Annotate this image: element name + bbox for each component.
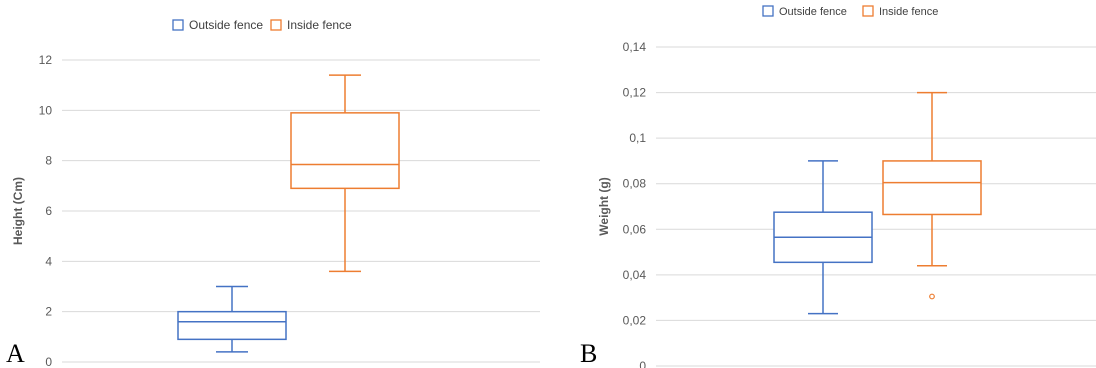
panel-label: A xyxy=(6,339,25,368)
y-tick-label: 8 xyxy=(45,154,52,168)
legend: Outside fence Inside fence xyxy=(172,18,352,32)
y-tick-label: 0 xyxy=(45,355,52,368)
y-axis-title: Height (Cm) xyxy=(11,177,25,245)
legend-label: Inside fence xyxy=(879,6,938,18)
legend-label: Outside fence xyxy=(779,6,847,18)
y-tick-label: 12 xyxy=(39,53,53,67)
box-series-0 xyxy=(773,160,873,315)
box-iqr xyxy=(290,112,400,190)
y-tick-label: 0 xyxy=(639,359,646,368)
y-tick-label: 6 xyxy=(45,204,52,218)
legend-swatch xyxy=(172,19,184,31)
y-tick-label: 2 xyxy=(45,305,52,319)
y-tick-label: 0,1 xyxy=(629,131,646,145)
y-tick-label: 0,04 xyxy=(623,268,647,282)
box-iqr xyxy=(177,310,287,341)
box-series-1 xyxy=(290,74,400,273)
panel-label: B xyxy=(580,339,597,368)
y-tick-label: 0,02 xyxy=(623,313,647,327)
legend-label: Outside fence xyxy=(189,18,263,32)
y-tick-label: 10 xyxy=(39,103,53,117)
y-tick-label: 0,08 xyxy=(623,177,647,191)
y-tick-label: 0,12 xyxy=(623,86,647,100)
chart-panel-a: 0 2 4 6 8 10 12 Height (Cm) A Outside fence Inside… xyxy=(6,18,540,368)
box-series-1 xyxy=(882,91,982,300)
chart-panel-b: 0 0,02 0,04 0,06 0,08 0,1 0,12 0,14 Weight (g) B O… xyxy=(580,5,1096,368)
y-tick-label: 0,14 xyxy=(623,40,647,54)
box-iqr xyxy=(882,160,982,216)
legend: Outside fence Inside fence xyxy=(762,5,938,18)
outlier-point xyxy=(929,293,935,300)
legend-swatch xyxy=(762,5,774,17)
y-axis-title: Weight (g) xyxy=(597,177,611,235)
y-tick-label: 0,06 xyxy=(623,222,647,236)
box-series-0 xyxy=(177,285,287,353)
legend-swatch xyxy=(270,19,282,31)
y-tick-label: 4 xyxy=(45,254,52,268)
legend-label: Inside fence xyxy=(287,18,352,32)
legend-swatch xyxy=(862,5,874,17)
